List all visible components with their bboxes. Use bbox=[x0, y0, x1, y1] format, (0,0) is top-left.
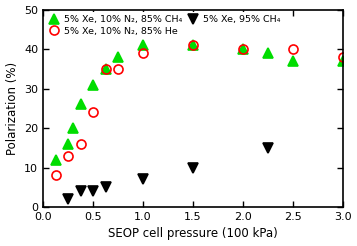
5% Xe, 10% N₂, 85% CH₄ bbox=[266, 51, 270, 54]
5% Xe, 10% N₂, 85% He bbox=[241, 47, 245, 50]
5% Xe, 10% N₂, 85% He bbox=[91, 111, 95, 114]
5% Xe, 10% N₂, 85% CH₄ bbox=[341, 60, 345, 62]
5% Xe, 10% N₂, 85% He bbox=[341, 55, 345, 58]
Line: 5% Xe, 95% CH₄: 5% Xe, 95% CH₄ bbox=[64, 143, 272, 204]
5% Xe, 10% N₂, 85% CH₄ bbox=[91, 83, 95, 86]
5% Xe, 95% CH₄ bbox=[266, 146, 270, 149]
5% Xe, 10% N₂, 85% CH₄ bbox=[116, 55, 120, 58]
5% Xe, 10% N₂, 85% CH₄ bbox=[104, 67, 108, 70]
5% Xe, 95% CH₄ bbox=[66, 198, 70, 200]
5% Xe, 10% N₂, 85% He bbox=[66, 154, 70, 157]
Line: 5% Xe, 10% N₂, 85% He: 5% Xe, 10% N₂, 85% He bbox=[51, 41, 347, 180]
5% Xe, 95% CH₄ bbox=[191, 166, 195, 169]
5% Xe, 10% N₂, 85% He bbox=[291, 47, 295, 50]
Line: 5% Xe, 10% N₂, 85% CH₄: 5% Xe, 10% N₂, 85% CH₄ bbox=[51, 41, 347, 164]
5% Xe, 95% CH₄ bbox=[141, 178, 145, 181]
5% Xe, 10% N₂, 85% He bbox=[191, 44, 195, 46]
5% Xe, 10% N₂, 85% He bbox=[116, 67, 120, 70]
5% Xe, 10% N₂, 85% He bbox=[141, 51, 145, 54]
5% Xe, 10% N₂, 85% CH₄ bbox=[66, 142, 70, 145]
Legend: 5% Xe, 10% N₂, 85% CH₄, 5% Xe, 10% N₂, 85% He, 5% Xe, 95% CH₄: 5% Xe, 10% N₂, 85% CH₄, 5% Xe, 10% N₂, 8… bbox=[46, 12, 283, 38]
5% Xe, 95% CH₄ bbox=[104, 186, 108, 189]
5% Xe, 10% N₂, 85% He bbox=[104, 67, 108, 70]
5% Xe, 10% N₂, 85% CH₄ bbox=[241, 47, 245, 50]
Y-axis label: Polarization (%): Polarization (%) bbox=[6, 62, 19, 155]
5% Xe, 10% N₂, 85% He bbox=[79, 142, 83, 145]
X-axis label: SEOP cell pressure (100 kPa): SEOP cell pressure (100 kPa) bbox=[108, 228, 278, 240]
5% Xe, 10% N₂, 85% CH₄ bbox=[191, 44, 195, 46]
5% Xe, 10% N₂, 85% CH₄ bbox=[54, 158, 58, 161]
5% Xe, 10% N₂, 85% CH₄ bbox=[291, 60, 295, 62]
5% Xe, 95% CH₄ bbox=[79, 190, 83, 193]
5% Xe, 10% N₂, 85% CH₄ bbox=[71, 126, 75, 129]
5% Xe, 10% N₂, 85% He bbox=[54, 174, 58, 177]
5% Xe, 10% N₂, 85% CH₄ bbox=[79, 103, 83, 106]
5% Xe, 95% CH₄ bbox=[91, 190, 95, 193]
5% Xe, 10% N₂, 85% CH₄ bbox=[141, 44, 145, 46]
